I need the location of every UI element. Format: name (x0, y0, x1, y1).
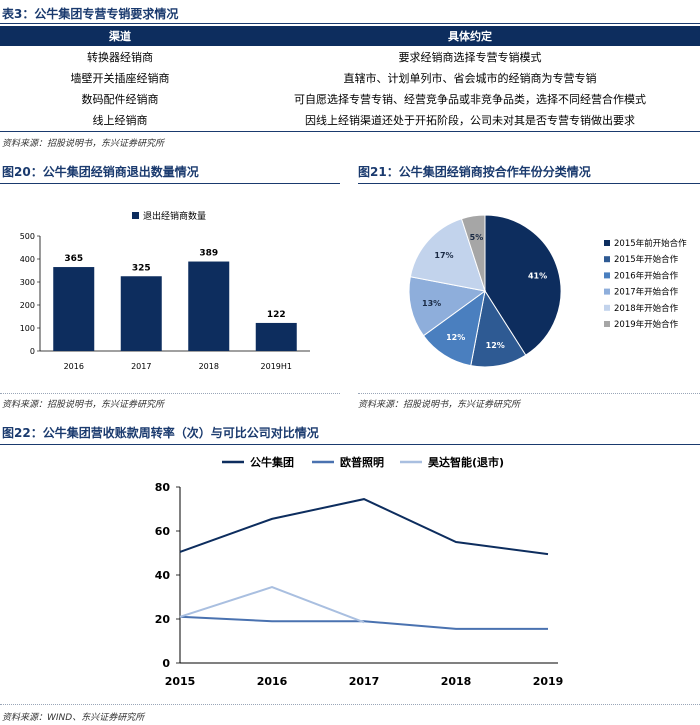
legend-swatch (604, 288, 610, 295)
pie-data-label: 13% (422, 299, 441, 308)
pie-data-label: 17% (434, 251, 453, 260)
x-tick-label: 2019H1 (261, 362, 292, 371)
table3-source: 资料来源：招股说明书，东兴证券研究所 (2, 139, 165, 149)
bar-data-label: 389 (199, 249, 218, 259)
pie-data-label: 41% (528, 272, 547, 281)
y-tick-label: 60 (155, 525, 171, 538)
y-tick-label: 80 (155, 481, 171, 494)
pie-data-label: 12% (486, 341, 505, 350)
bar (120, 276, 162, 351)
table3-bottom-rule (0, 131, 700, 132)
legend-label: 昊达智能(退市) (428, 455, 504, 469)
table-cell: 数码配件经销商 (81, 92, 159, 106)
x-tick-label: 2018 (441, 675, 472, 688)
fig20-chart: 0 100 200 300 400 500 365 2016 325 2017 389 2018 122… (20, 210, 310, 371)
fig20-source: 资料来源：招股说明书，东兴证券研究所 (2, 400, 165, 410)
bar-data-label: 365 (64, 254, 83, 264)
y-tick-label: 0 (162, 657, 170, 670)
fig20-title: 图20：公牛集团经销商退出数量情况 (2, 165, 199, 179)
bar (188, 261, 230, 351)
y-tick-label: 40 (155, 569, 171, 582)
table3: 渠道 具体约定 转换器经销商 要求经销商选择专营专销模式 墙壁开关插座经销商 直… (0, 26, 700, 130)
y-tick-label: 20 (155, 613, 171, 626)
y-tick-label: 0 (30, 347, 35, 356)
fig22-chart: 0 20 40 60 80 2015 2016 2017 2018 2019 公牛集团 欧普照明 昊达智… (155, 455, 564, 688)
pie-slice (409, 218, 486, 292)
pie-slice (408, 276, 487, 337)
y-tick-label: 200 (20, 301, 35, 310)
bar-data-label: 122 (267, 310, 286, 320)
x-tick-label: 2016 (64, 362, 84, 371)
legend-label: 2018年开始合作 (614, 303, 679, 314)
y-tick-label: 300 (20, 278, 35, 287)
pie-slice (460, 214, 486, 292)
legend-swatch (604, 272, 610, 279)
table-row: 线上经销商 因线上经销渠道还处于开拓阶段，公司未对其是否专营专销做出要求 (0, 109, 700, 130)
table3-title-rule (0, 23, 700, 24)
x-tick-label: 2015 (165, 675, 196, 688)
fig21-title-rule (358, 183, 700, 184)
legend-label: 2015年开始合作 (614, 254, 679, 265)
legend-label: 2015年前开始合作 (614, 238, 687, 249)
table-row: 数码配件经销商 可自愿选择专营专销、经营竞争品或非竞争品类，选择不同经营合作模式 (0, 88, 700, 109)
fig21-title: 图21：公牛集团经销商按合作年份分类情况 (358, 165, 591, 179)
y-tick-label: 400 (20, 255, 35, 264)
fig20-title-rule (0, 183, 340, 184)
legend-label: 公牛集团 (250, 455, 294, 469)
legend-swatch (604, 256, 610, 263)
series-line (179, 498, 549, 556)
pie-data-label: 5% (470, 233, 484, 242)
table-cell: 墙壁开关插座经销商 (70, 71, 170, 85)
legend-swatch (604, 240, 610, 246)
table-row: 转换器经销商 要求经销商选择专营专销模式 (0, 46, 700, 67)
table-row: 墙壁开关插座经销商 直辖市、计划单列市、省会城市的经销商为专营专销 (0, 67, 700, 88)
x-tick-label: 2018 (199, 362, 219, 371)
y-tick-label: 500 (20, 232, 35, 241)
bar (255, 322, 297, 351)
fig22-title: 图22：公牛集团营收账款周转率（次）与可比公司对比情况 (2, 426, 319, 440)
legend-label: 2019年开始合作 (614, 319, 679, 330)
legend-swatch (132, 212, 139, 219)
bar-data-label: 325 (132, 263, 151, 273)
table3-title: 表3：公牛集团专营专销要求情况 (2, 7, 179, 21)
series-line (179, 615, 548, 630)
table-cell: 转换器经销商 (87, 50, 153, 64)
fig21-bottom-rule (358, 393, 700, 394)
table3-header-channel: 渠道 (0, 26, 240, 46)
fig22-source: 资料来源：WIND、东兴证券研究所 (2, 713, 145, 723)
pie-data-label: 12% (446, 333, 465, 342)
fig21-chart: 41% 12% 12% 13% 17% 5% 2015年前开始合作 2015年开始合作 2016… (408, 214, 687, 368)
table-cell: 线上经销商 (92, 113, 148, 127)
legend-label: 欧普照明 (340, 455, 384, 469)
legend-label: 退出经销商数量 (143, 210, 206, 222)
x-tick-label: 2017 (349, 675, 380, 688)
legend-swatch (604, 304, 610, 311)
fig22-bottom-rule (0, 704, 700, 705)
fig22-title-rule (0, 444, 700, 445)
table3-header-terms: 具体约定 (240, 26, 700, 46)
x-tick-label: 2017 (131, 362, 151, 371)
x-tick-label: 2019 (533, 675, 564, 688)
legend-swatch (604, 321, 610, 327)
table-cell: 可自愿选择专营专销、经营竞争品或非竞争品类，选择不同经营合作模式 (294, 92, 646, 106)
fig21-source: 资料来源：招股说明书，东兴证券研究所 (358, 400, 521, 410)
table-cell: 因线上经销渠道还处于开拓阶段，公司未对其是否专营专销做出要求 (305, 113, 635, 127)
legend-label: 2016年开始合作 (614, 270, 679, 281)
series-line (179, 586, 365, 624)
bar (53, 267, 95, 351)
table-cell: 直辖市、计划单列市、省会城市的经销商为专营专销 (343, 71, 597, 85)
fig20-bottom-rule (0, 393, 340, 394)
x-tick-label: 2016 (257, 675, 288, 688)
legend-label: 2017年开始合作 (614, 287, 679, 298)
table-cell: 要求经销商选择专营专销模式 (398, 50, 542, 64)
y-tick-label: 100 (20, 324, 35, 333)
